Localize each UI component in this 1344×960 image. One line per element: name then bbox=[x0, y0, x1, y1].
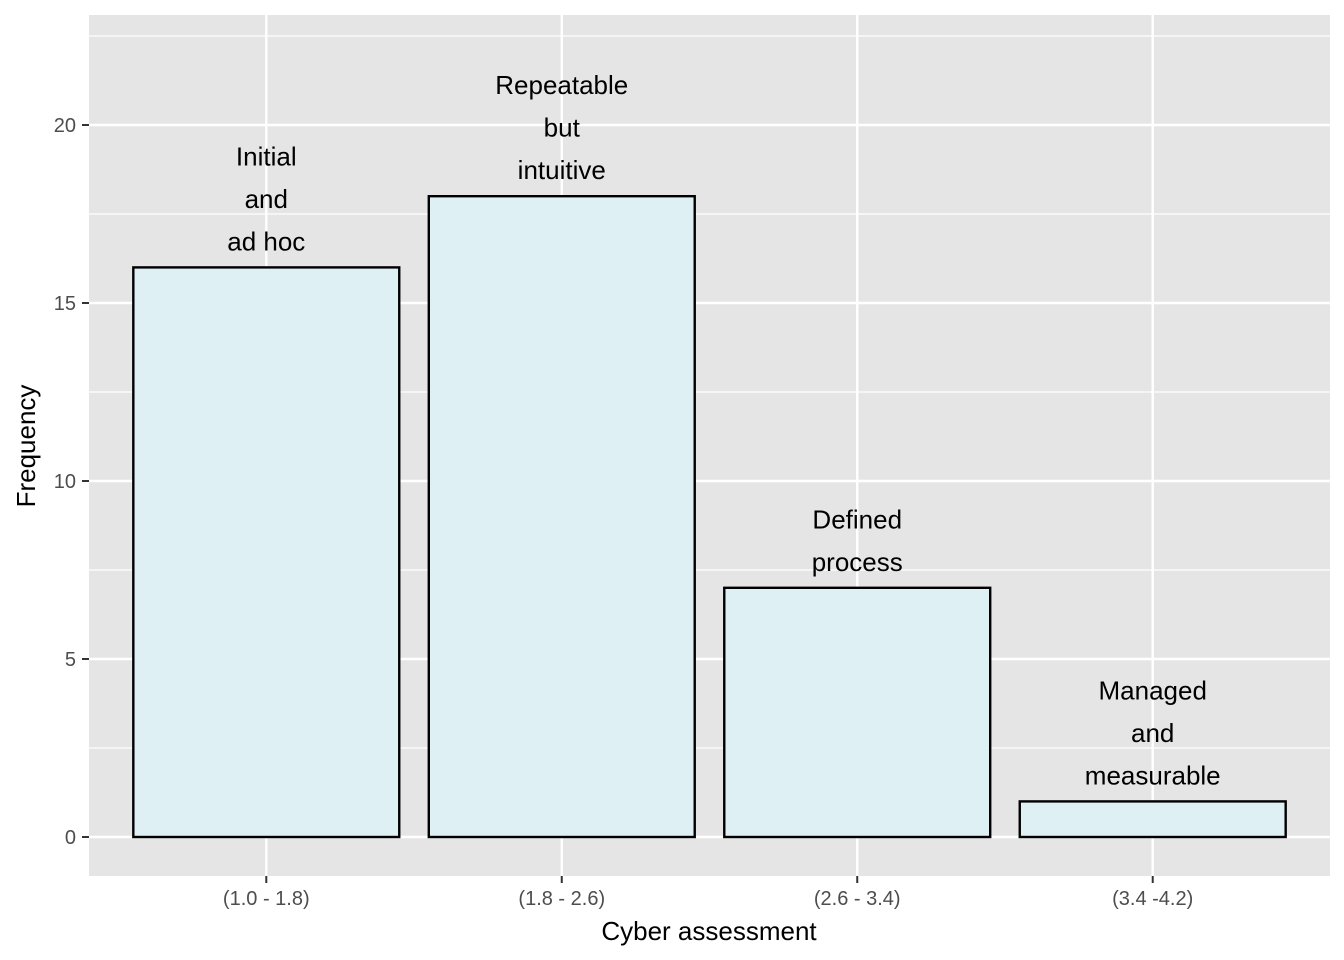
bar-annotation-line: Initial bbox=[236, 141, 297, 171]
x-tick-label: (1.8 - 2.6) bbox=[518, 888, 605, 910]
bar-annotation-line: Managed bbox=[1099, 675, 1207, 705]
y-axis-title: Frequency bbox=[11, 385, 41, 508]
bar bbox=[1018, 800, 1287, 839]
x-axis: (1.0 - 1.8) (1.8 - 2.6) (2.6 - 3.4) (3.4 -4… bbox=[223, 876, 1193, 910]
y-tick-label: 10 bbox=[54, 471, 76, 493]
x-axis-title: Cyber assessment bbox=[601, 916, 817, 946]
x-tick-label: (1.0 - 1.8) bbox=[223, 888, 310, 910]
bars bbox=[132, 194, 1287, 839]
bar-annotation-line: process bbox=[812, 547, 903, 577]
bar-annotation-line: and bbox=[245, 184, 288, 214]
y-tick-label: 15 bbox=[54, 293, 76, 315]
bar-annotation-line: ad hoc bbox=[227, 226, 305, 256]
bar-annotation-line: intuitive bbox=[518, 155, 606, 185]
bar-annotation-line: and bbox=[1131, 718, 1174, 748]
bar bbox=[132, 266, 401, 839]
bar-annotation-line: Defined bbox=[812, 504, 902, 534]
bar bbox=[723, 586, 992, 839]
x-tick-label: (2.6 - 3.4) bbox=[814, 888, 901, 910]
bar-annotation-line: Repeatable bbox=[495, 70, 628, 100]
y-tick-label: 0 bbox=[65, 827, 76, 849]
bar bbox=[427, 194, 696, 839]
bar-annotation-line: measurable bbox=[1085, 760, 1221, 790]
y-tick-label: 20 bbox=[54, 115, 76, 137]
bar-annotations: Initial and ad hoc Repeatable but intuitive De… bbox=[227, 70, 1220, 790]
y-tick-label: 5 bbox=[65, 649, 76, 671]
x-tick-label: (3.4 -4.2) bbox=[1112, 888, 1193, 910]
bar-annotation-line: but bbox=[544, 113, 581, 143]
y-axis: 0 5 10 15 20 bbox=[54, 115, 89, 849]
